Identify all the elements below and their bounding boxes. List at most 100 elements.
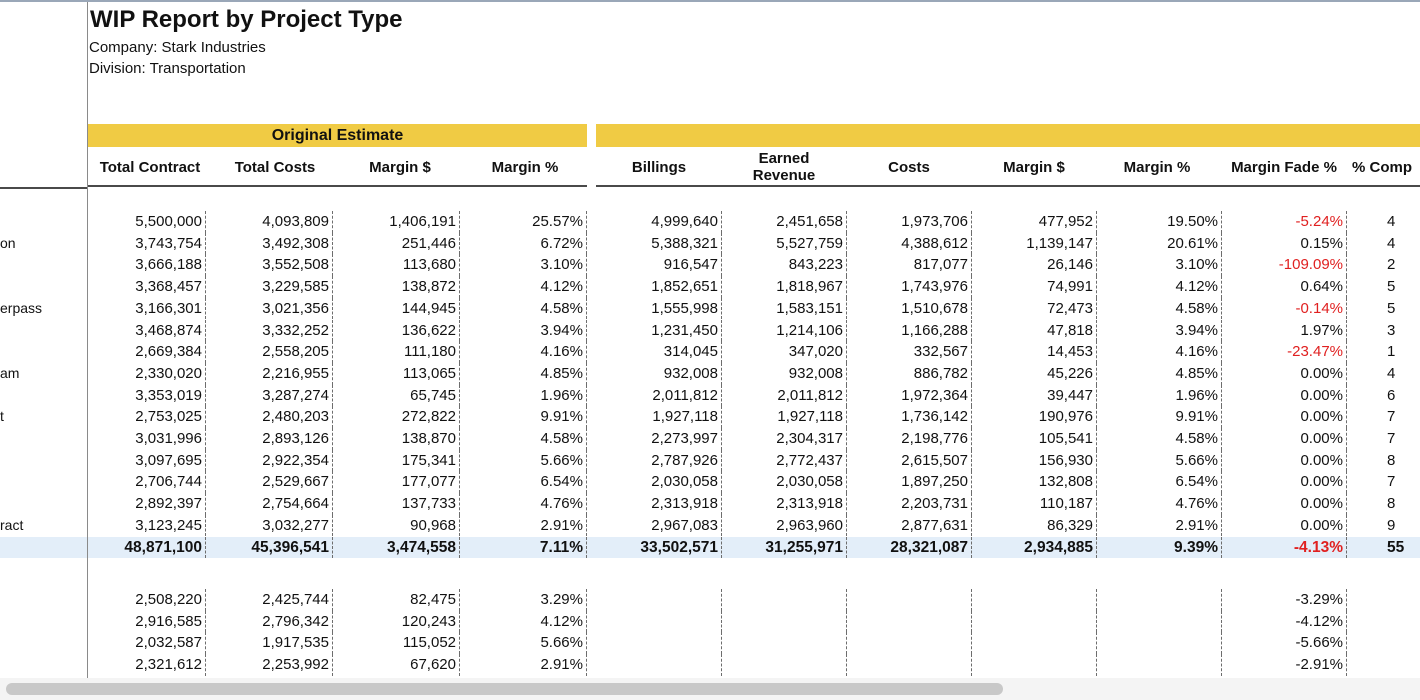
cell[interactable]: 3,031,996	[88, 428, 206, 450]
cell[interactable]: 2,032,587	[88, 632, 206, 655]
cell[interactable]: 28,321,087	[847, 536, 972, 559]
table-row[interactable]: 2,892,397 2,754,664 137,733 4.76% 2,313,918 2…	[88, 493, 1420, 515]
cell[interactable]: 72,473	[972, 297, 1097, 320]
cell[interactable]: 2	[1387, 256, 1396, 274]
cell[interactable]: 4.85%	[460, 362, 587, 385]
cell[interactable]: 0.00%	[1222, 428, 1347, 450]
cell[interactable]: 1,972,364	[847, 384, 972, 407]
cell[interactable]: 1,555,998	[596, 297, 722, 320]
cell[interactable]: 5,388,321	[596, 232, 722, 255]
scrollbar-thumb[interactable]	[6, 683, 1003, 695]
table-row[interactable]: 2,669,384 2,558,205 111,180 4.16% 314,045 347…	[88, 341, 1420, 363]
cell[interactable]: 2.91%	[460, 514, 587, 537]
cell[interactable]: 55	[1387, 538, 1405, 556]
table-row[interactable]: 2,330,020 2,216,955 113,065 4.85% 932,008 932…	[88, 362, 1420, 385]
table-row[interactable]: 3,743,754 3,492,308 251,446 6.72% 5,388,321 5…	[88, 232, 1420, 255]
cell[interactable]: 886,782	[847, 362, 972, 385]
cell[interactable]: 47,818	[972, 319, 1097, 342]
cell[interactable]: 4.58%	[460, 297, 587, 320]
cell[interactable]: 3,287,274	[206, 384, 333, 407]
cell[interactable]: 137,733	[333, 493, 460, 515]
cell[interactable]: 7.11%	[460, 536, 587, 559]
cell[interactable]: 0.64%	[1222, 276, 1347, 298]
cell[interactable]: 332,567	[847, 341, 972, 363]
cell[interactable]: 65,745	[333, 384, 460, 407]
cell[interactable]: 3.10%	[460, 254, 587, 277]
cell[interactable]: 3,468,874	[88, 319, 206, 342]
cell[interactable]: 86,329	[972, 514, 1097, 537]
cell[interactable]: 916,547	[596, 254, 722, 277]
cell[interactable]	[972, 589, 1097, 611]
cell[interactable]: 2,967,083	[596, 514, 722, 537]
cell[interactable]: 2,963,960	[722, 514, 847, 537]
cell[interactable]	[722, 610, 847, 633]
table-row[interactable]: 3,353,019 3,287,274 65,745 1.96% 2,011,812 2,…	[88, 384, 1420, 407]
cell[interactable]: 1,166,288	[847, 319, 972, 342]
cell[interactable]: 3,123,245	[88, 514, 206, 537]
cell[interactable]: 67,620	[333, 654, 460, 676]
cell[interactable]: 110,187	[972, 493, 1097, 515]
cell[interactable]: 3.94%	[1097, 319, 1222, 342]
cell[interactable]: 4.12%	[1097, 276, 1222, 298]
cell[interactable]: 45,226	[972, 362, 1097, 385]
cell[interactable]: 5,527,759	[722, 232, 847, 255]
cell[interactable]: 2,934,885	[972, 536, 1097, 559]
cell[interactable]: 2,558,205	[206, 341, 333, 363]
cell[interactable]: 8	[1387, 495, 1396, 513]
cell[interactable]: 272,822	[333, 406, 460, 428]
cell[interactable]	[972, 632, 1097, 655]
table-row[interactable]: 2,916,585 2,796,342 120,243 4.12% -4.12%	[88, 610, 1420, 633]
table-row[interactable]: 2,706,744 2,529,667 177,077 6.54% 2,030,058 2…	[88, 471, 1420, 494]
cell[interactable]: 3,229,585	[206, 276, 333, 298]
cell[interactable]: 932,008	[722, 362, 847, 385]
table-row[interactable]: 2,032,587 1,917,535 115,052 5.66% -5.66%	[88, 632, 1420, 655]
cell[interactable]: 3,097,695	[88, 449, 206, 472]
cell[interactable]: 2,480,203	[206, 406, 333, 428]
cell[interactable]	[1097, 632, 1222, 655]
cell[interactable]: -5.24%	[1222, 211, 1347, 233]
cell[interactable]: 2,304,317	[722, 428, 847, 450]
cell[interactable]: 4.12%	[460, 610, 587, 633]
cell[interactable]: 6	[1387, 386, 1396, 404]
cell[interactable]: 0.00%	[1222, 449, 1347, 472]
cell[interactable]: 4.76%	[1097, 493, 1222, 515]
table-row[interactable]: 2,321,612 2,253,992 67,620 2.91% -2.91%	[88, 654, 1420, 676]
cell[interactable]: 113,680	[333, 254, 460, 277]
cell[interactable]: 4.58%	[1097, 428, 1222, 450]
table-row[interactable]: 3,123,245 3,032,277 90,968 2.91% 2,967,083 2,…	[88, 514, 1420, 537]
cell[interactable]: 105,541	[972, 428, 1097, 450]
cell[interactable]	[847, 654, 972, 676]
cell[interactable]: 2,198,776	[847, 428, 972, 450]
cell[interactable]: 90,968	[333, 514, 460, 537]
cell[interactable]	[972, 654, 1097, 676]
cell[interactable]: 1,927,118	[722, 406, 847, 428]
cell[interactable]: 1.97%	[1222, 319, 1347, 342]
cell[interactable]: 138,872	[333, 276, 460, 298]
cell[interactable]: 1.96%	[460, 384, 587, 407]
cell[interactable]: 1,736,142	[847, 406, 972, 428]
cell[interactable]: 1,897,250	[847, 471, 972, 494]
cell[interactable]	[1347, 589, 1420, 611]
horizontal-scrollbar[interactable]	[0, 678, 1420, 700]
cell[interactable]: 4,388,612	[847, 232, 972, 255]
cell[interactable]	[847, 610, 972, 633]
cell[interactable]: 3,166,301	[88, 297, 206, 320]
cell[interactable]: 2,529,667	[206, 471, 333, 494]
cell[interactable]: 2,615,507	[847, 449, 972, 472]
cell[interactable]: 4	[1387, 364, 1396, 382]
cell[interactable]: 1,583,151	[722, 297, 847, 320]
cell[interactable]: 3,492,308	[206, 232, 333, 255]
table-row[interactable]: 5,500,000 4,093,809 1,406,191 25.57% 4,999,6…	[88, 211, 1420, 233]
cell[interactable]: 2,877,631	[847, 514, 972, 537]
cell[interactable]: -109.09%	[1222, 254, 1347, 277]
table-row[interactable]: 3,166,301 3,021,356 144,945 4.58% 1,555,998 1…	[88, 297, 1420, 320]
cell[interactable]: 2,425,744	[206, 589, 333, 611]
cell[interactable]: 2,922,354	[206, 449, 333, 472]
cell[interactable]: -4.13%	[1222, 536, 1347, 559]
cell[interactable]: 2,451,658	[722, 211, 847, 233]
cell[interactable]: 3.29%	[460, 589, 587, 611]
total-row[interactable]: 48,871,100 45,396,541 3,474,558 7.11% 33,502…	[88, 536, 1420, 559]
cell[interactable]: 2,787,926	[596, 449, 722, 472]
cell[interactable]: 31,255,971	[722, 536, 847, 559]
cell[interactable]: 4,093,809	[206, 211, 333, 233]
